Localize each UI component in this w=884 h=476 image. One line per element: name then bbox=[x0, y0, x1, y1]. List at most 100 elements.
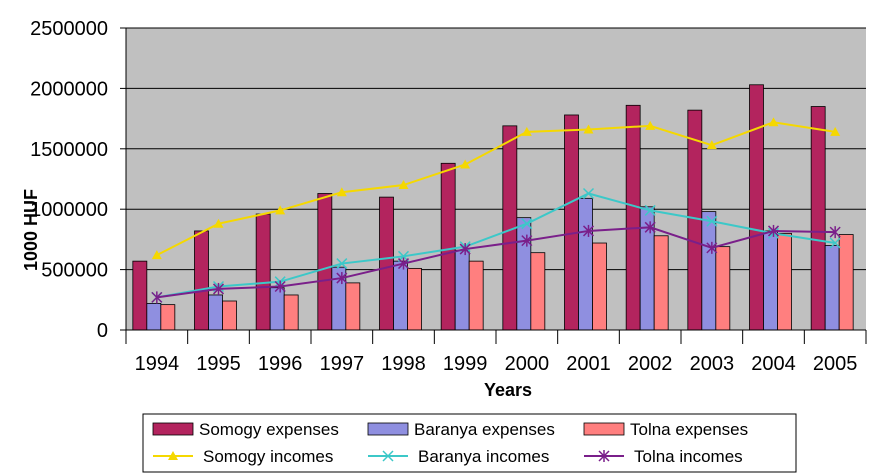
point bbox=[582, 224, 595, 237]
bar bbox=[160, 304, 176, 331]
y-tick-labels: 0 500000 1000000 1500000 2000000 2500000 bbox=[30, 18, 108, 342]
x-tick-label: 1998 bbox=[381, 353, 426, 375]
series-line bbox=[156, 192, 836, 299]
point bbox=[460, 159, 471, 169]
point bbox=[644, 204, 656, 216]
point bbox=[151, 250, 162, 260]
x-tick-label: 1999 bbox=[443, 353, 488, 375]
point bbox=[521, 234, 533, 247]
point bbox=[706, 241, 718, 254]
point bbox=[275, 205, 286, 215]
bar bbox=[516, 217, 532, 331]
legend-label: Baranya incomes bbox=[418, 447, 549, 466]
bar bbox=[194, 230, 209, 331]
x-tick-label: 2005 bbox=[813, 353, 858, 375]
bar bbox=[269, 287, 285, 331]
legend-swatch bbox=[583, 422, 625, 436]
bar bbox=[838, 234, 854, 331]
bar bbox=[468, 260, 484, 331]
point bbox=[644, 221, 656, 234]
bar bbox=[701, 211, 717, 331]
series-line bbox=[156, 226, 836, 299]
bar bbox=[440, 162, 456, 331]
bar bbox=[132, 260, 148, 331]
axes bbox=[120, 27, 867, 344]
bar bbox=[255, 213, 271, 331]
point bbox=[459, 243, 471, 256]
point bbox=[398, 180, 409, 190]
point bbox=[767, 224, 780, 237]
legend: Somogy expenses Baranya expenses Tolna exp… bbox=[142, 413, 797, 473]
point bbox=[274, 280, 286, 293]
x-tick-label: 1996 bbox=[258, 353, 303, 375]
bar bbox=[393, 260, 408, 331]
bar bbox=[379, 196, 394, 331]
bar bbox=[578, 197, 593, 331]
bar bbox=[749, 84, 764, 331]
y-tick-label: 0 bbox=[97, 320, 108, 342]
bar bbox=[530, 252, 546, 331]
point bbox=[336, 187, 347, 197]
point bbox=[768, 117, 779, 127]
bar bbox=[625, 104, 641, 331]
bar bbox=[810, 106, 826, 331]
point bbox=[706, 140, 717, 150]
legend-label: Somogy incomes bbox=[203, 447, 333, 466]
bar bbox=[317, 193, 333, 331]
legend-label: Tolna expenses bbox=[630, 420, 748, 439]
point bbox=[168, 451, 178, 460]
point bbox=[582, 187, 595, 200]
legend-box bbox=[142, 413, 797, 473]
bar bbox=[763, 230, 778, 331]
point bbox=[213, 218, 224, 228]
bar bbox=[407, 267, 422, 331]
bar bbox=[715, 246, 731, 331]
x-tick-label: 1997 bbox=[320, 353, 365, 375]
x-tick-labels: 1994 1995 1996 1997 1998 1999 2000 2001 2002 2003… bbox=[135, 353, 858, 375]
series-line bbox=[156, 121, 836, 256]
legend-label: Somogy expenses bbox=[199, 420, 339, 439]
legend-swatch bbox=[367, 422, 409, 436]
point bbox=[336, 258, 348, 270]
point bbox=[151, 291, 163, 304]
bar bbox=[146, 303, 162, 331]
y-axis-title: 1000 HUF bbox=[21, 189, 41, 271]
plot-background bbox=[126, 28, 866, 330]
bar bbox=[592, 242, 607, 331]
point bbox=[521, 218, 533, 230]
x-axis-title: Years bbox=[484, 380, 532, 400]
bar bbox=[564, 114, 579, 331]
legend-label: Baranya expenses bbox=[414, 420, 555, 439]
point bbox=[829, 226, 841, 239]
x-tick-label: 2000 bbox=[505, 353, 550, 375]
point bbox=[706, 215, 718, 227]
bar bbox=[345, 282, 361, 331]
point bbox=[336, 272, 348, 285]
point bbox=[521, 126, 532, 136]
point bbox=[645, 120, 656, 130]
point bbox=[598, 450, 610, 462]
y-tick-label: 1500000 bbox=[30, 139, 108, 161]
y-tick-label: 2500000 bbox=[30, 18, 108, 40]
bar bbox=[283, 294, 299, 331]
x-tick-label: 2004 bbox=[751, 353, 796, 375]
point bbox=[583, 124, 594, 134]
x-tick-label: 2003 bbox=[690, 353, 735, 375]
point bbox=[397, 257, 410, 270]
legend-label: Tolna incomes bbox=[634, 447, 743, 466]
point bbox=[829, 237, 841, 249]
bar bbox=[777, 232, 792, 331]
x-tick-label: 1995 bbox=[196, 353, 241, 375]
lines bbox=[151, 117, 841, 304]
point bbox=[830, 126, 841, 136]
y-tick-label: 1000000 bbox=[30, 199, 108, 221]
point bbox=[382, 450, 394, 462]
x-tick-label: 2002 bbox=[628, 353, 673, 375]
x-tick-label: 2001 bbox=[566, 353, 611, 375]
point bbox=[212, 282, 225, 295]
bar bbox=[208, 294, 223, 331]
y-tick-label: 500000 bbox=[41, 260, 108, 282]
y-tick-label: 2000000 bbox=[30, 78, 108, 100]
x-tick-label: 1994 bbox=[135, 353, 180, 375]
